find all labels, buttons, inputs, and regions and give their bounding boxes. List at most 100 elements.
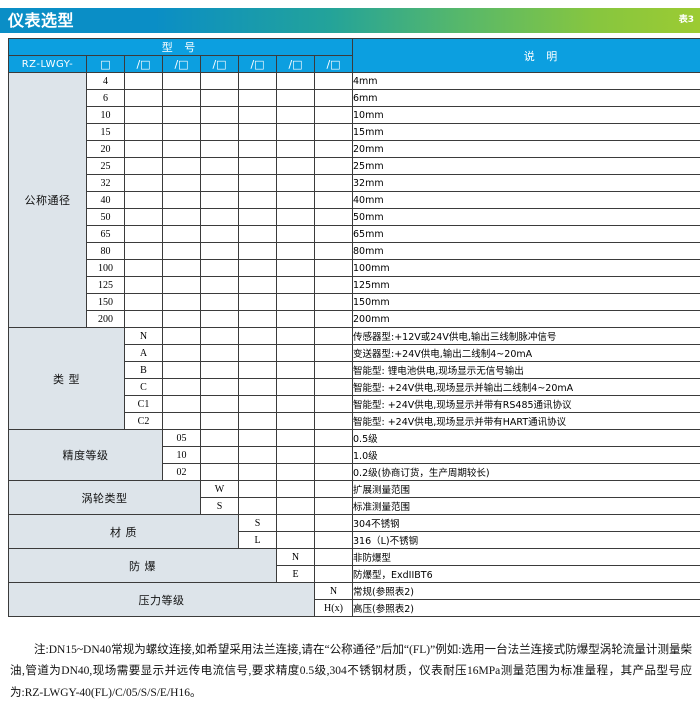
footnote-note: 注:DN15~DN40常规为螺纹连接,如希望采用法兰连接,请在“公称通径”后加“… [10,644,692,699]
empty-cell [162,293,201,311]
empty-cell [162,361,201,379]
option-code[interactable]: 200 [86,310,125,328]
model-box-4[interactable]: /□ [200,55,239,73]
table-row: E 防爆型，ExdIIBT6 [9,565,700,583]
empty-cell [276,242,315,260]
empty-cell [200,106,239,124]
model-box-5[interactable]: /□ [238,55,277,73]
option-code[interactable]: 100 [86,259,125,277]
option-code[interactable]: 10 [162,446,201,464]
option-code[interactable]: E [276,565,315,583]
empty-cell [276,480,315,498]
table-row: 精度等级 05 0.5级 [8,429,700,481]
empty-cell [162,174,201,192]
empty-cell [238,276,277,294]
empty-cell [200,361,239,379]
option-code[interactable]: B [124,361,163,379]
empty-cell [276,463,315,481]
option-code[interactable]: L [238,531,277,549]
option-code[interactable]: S [238,514,277,532]
table-row: L 316（L)不锈钢 [9,531,700,549]
empty-cell [314,259,353,277]
empty-cell [162,378,201,396]
option-description: 125mm [352,276,700,294]
option-code[interactable]: 125 [86,276,125,294]
option-description: 316（L)不锈钢 [352,531,700,549]
option-code[interactable]: N [124,327,163,345]
empty-cell [238,72,277,90]
option-code[interactable]: 05 [162,429,201,447]
model-box-2[interactable]: /□ [124,55,163,73]
empty-cell [162,225,201,243]
empty-cell [314,429,353,447]
empty-cell [162,242,201,260]
option-code[interactable]: 02 [162,463,201,481]
empty-cell [276,327,315,345]
option-code[interactable]: C2 [124,412,163,430]
option-description: 0.2级(协商订货，生产周期较长) [352,463,700,481]
empty-cell [124,174,163,192]
option-description: 10mm [352,106,700,124]
empty-cell [314,395,353,413]
option-code[interactable]: 6 [86,89,125,107]
option-description: 32mm [352,174,700,192]
option-code[interactable]: 15 [86,123,125,141]
page-title-bar: 仪表选型 表3 [0,8,700,33]
empty-cell [162,344,201,362]
option-code[interactable]: 80 [86,242,125,260]
option-code[interactable]: 25 [86,157,125,175]
empty-cell [314,123,353,141]
empty-cell [238,123,277,141]
option-code[interactable]: W [200,480,239,498]
table-row: 10 10mm [9,106,700,124]
model-box-1[interactable]: □ [86,55,125,73]
option-code[interactable]: N [276,548,315,566]
empty-cell [124,157,163,175]
option-code[interactable]: A [124,344,163,362]
option-code[interactable]: S [200,497,239,515]
empty-cell [314,344,353,362]
option-code[interactable]: 32 [86,174,125,192]
table-row: 涡轮类型 W 扩展测量范围 [8,480,700,515]
group-label-6: 防 爆 [8,548,277,583]
option-code[interactable]: N [314,582,353,600]
table-row: S 标准测量范围 [9,497,700,515]
table-row: 40 40mm [9,191,700,209]
empty-cell [314,531,353,549]
empty-cell [200,412,239,430]
empty-cell [238,429,277,447]
empty-cell [200,123,239,141]
option-description: 高压(参照表2) [352,599,700,617]
box-glyph: /□ [250,57,265,71]
empty-cell [314,463,353,481]
option-description: 智能型: +24V供电,现场显示并输出二线制4~20mA [352,378,700,396]
option-code[interactable]: 150 [86,293,125,311]
option-code[interactable]: 40 [86,191,125,209]
empty-cell [314,174,353,192]
empty-cell [314,276,353,294]
empty-cell [200,327,239,345]
empty-cell [200,72,239,90]
model-box-3[interactable]: /□ [162,55,201,73]
table-head: 型 号 说 明 RZ-LWGY- □ /□ /□ /□ /□ /□ /□ [8,38,700,73]
empty-cell [238,157,277,175]
table-row: 6 6mm [9,89,700,107]
group-label-1: 公称通径 [8,72,87,328]
option-code[interactable]: 10 [86,106,125,124]
option-code[interactable]: 4 [86,72,125,90]
option-code[interactable]: 50 [86,208,125,226]
option-code[interactable]: C1 [124,395,163,413]
model-box-7[interactable]: /□ [314,55,353,73]
table-row: 02 0.2级(协商订货，生产周期较长) [9,463,700,481]
option-code[interactable]: H(x) [314,599,353,617]
table-row: 150 150mm [9,293,700,311]
empty-cell [200,208,239,226]
empty-cell [276,276,315,294]
table-row: 32 32mm [9,174,700,192]
model-box-6[interactable]: /□ [276,55,315,73]
option-code[interactable]: 65 [86,225,125,243]
option-code[interactable]: C [124,378,163,396]
option-code[interactable]: 20 [86,140,125,158]
table-row: C1 智能型: +24V供电,现场显示并带有RS485通讯协议 [9,395,700,413]
empty-cell [276,497,315,515]
